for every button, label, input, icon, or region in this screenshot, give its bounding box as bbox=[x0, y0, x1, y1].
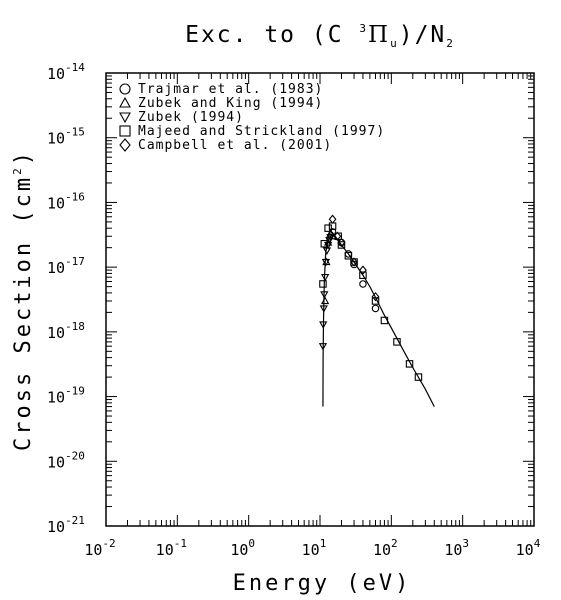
data-point-triangle-down bbox=[318, 343, 328, 351]
y-tick-label: 10-15 bbox=[47, 126, 85, 148]
data-point-triangle-up bbox=[320, 296, 330, 305]
y-tick-label: 10-14 bbox=[47, 61, 85, 83]
y-tick-label: 10-20 bbox=[47, 449, 85, 471]
data-point-diamond bbox=[337, 237, 346, 248]
x-tick-label: 100 bbox=[230, 537, 255, 559]
axis-ticks bbox=[105, 73, 534, 527]
y-tick-label: 10-17 bbox=[47, 255, 85, 277]
data-point-square bbox=[337, 241, 346, 249]
data-point-diamond bbox=[328, 214, 337, 224]
x-tick-label: 10-2 bbox=[84, 537, 115, 559]
y-tick-label: 10-18 bbox=[47, 320, 85, 342]
legend-marker-circle bbox=[119, 83, 131, 95]
x-tick-labels: 10-2 10-1 100 101 102 103 104 bbox=[84, 537, 540, 559]
chart-title: Exc. to (C 3Πu)/N2 bbox=[185, 22, 455, 50]
data-point-circle bbox=[371, 304, 380, 313]
x-axis-label: Energy (eV) bbox=[233, 571, 412, 596]
fit-curve bbox=[322, 230, 435, 407]
legend-label: Zubek and King (1994) bbox=[138, 96, 323, 111]
legend-label: Campbell et al. (2001) bbox=[138, 138, 332, 153]
legend-label: Trajmar et al. (1983) bbox=[138, 82, 323, 97]
data-point-triangle-down bbox=[321, 258, 331, 267]
data-point-diamond bbox=[333, 231, 342, 241]
legend-label: Majeed and Strickland (1997) bbox=[138, 124, 385, 139]
data-point-square bbox=[405, 360, 414, 368]
data-point-square bbox=[319, 280, 327, 288]
y-tick-label: 10-21 bbox=[47, 514, 85, 536]
data-point-triangle-down bbox=[320, 291, 329, 299]
data-point-square bbox=[344, 251, 353, 260]
y-axis-label: Cross Section (cm2) bbox=[11, 149, 36, 451]
data-point-triangle-down bbox=[322, 247, 332, 255]
legend-marker-triangle-down bbox=[119, 112, 131, 124]
x-tick-label: 104 bbox=[516, 537, 541, 559]
x-tick-label: 102 bbox=[373, 537, 398, 559]
data-point-square bbox=[359, 271, 367, 279]
x-tick-label: 10-1 bbox=[156, 537, 187, 559]
y-tick-label: 10-16 bbox=[47, 190, 85, 212]
data-point-triangle-down bbox=[319, 321, 328, 329]
legend: Trajmar et al. (1983)Zubek and King (199… bbox=[119, 82, 385, 153]
data-points bbox=[318, 214, 423, 381]
data-point-triangle-down bbox=[319, 305, 328, 313]
x-tick-label: 103 bbox=[444, 537, 469, 559]
data-point-square bbox=[320, 239, 329, 248]
legend-marker-square bbox=[119, 125, 131, 137]
data-point-square bbox=[371, 297, 380, 305]
x-tick-label: 101 bbox=[302, 537, 327, 559]
legend-marker-diamond bbox=[119, 138, 131, 152]
data-point-circle bbox=[359, 280, 367, 288]
legend-label: Zubek (1994) bbox=[138, 110, 244, 125]
data-point-square bbox=[380, 316, 389, 325]
data-point-diamond bbox=[350, 257, 358, 267]
data-point-triangle-down bbox=[326, 234, 335, 242]
data-point-square bbox=[324, 224, 332, 232]
y-tick-labels: 10-14 10-15 10-16 10-17 10-18 10-19 10-20 10-21 bbox=[47, 61, 85, 536]
data-point-square bbox=[414, 373, 423, 381]
data-point-diamond bbox=[359, 265, 367, 275]
y-tick-label: 10-19 bbox=[47, 385, 85, 407]
legend-marker-triangle-up bbox=[119, 96, 131, 108]
data-point-square bbox=[393, 338, 401, 346]
data-point-diamond bbox=[371, 291, 380, 302]
data-point-triangle-down bbox=[320, 274, 330, 282]
